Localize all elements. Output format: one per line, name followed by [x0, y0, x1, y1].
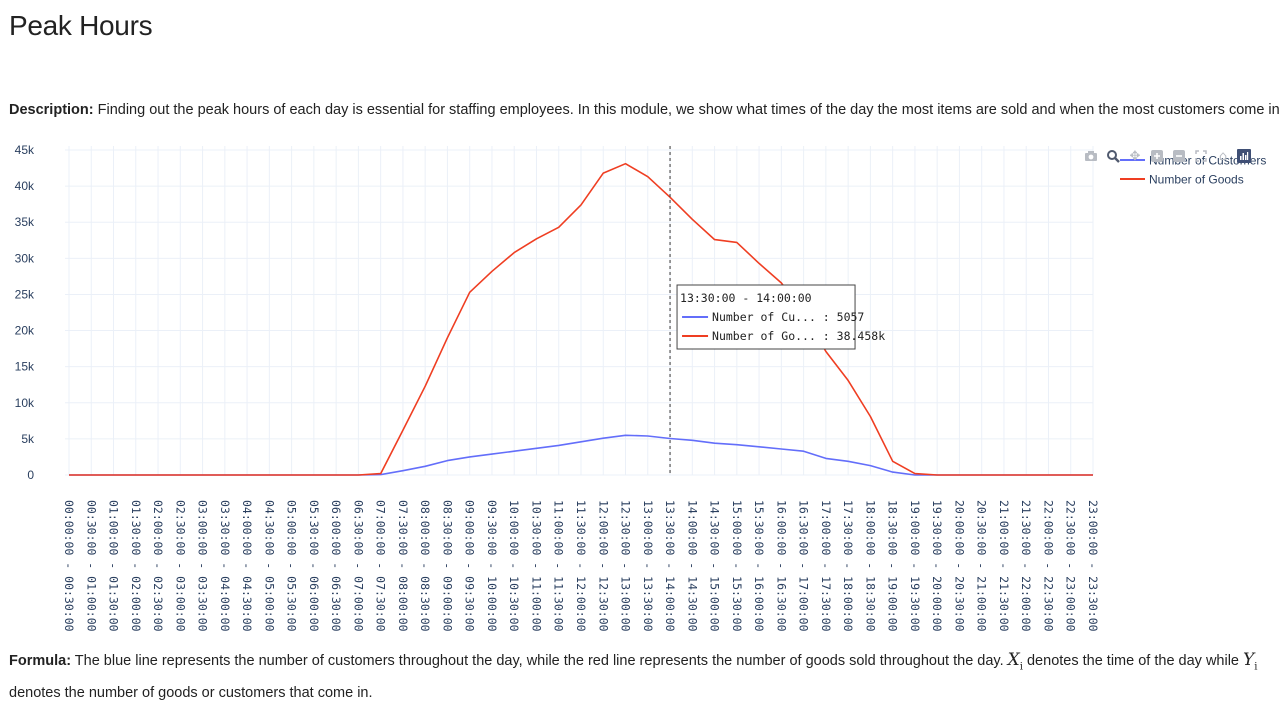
grid: [65, 146, 1094, 476]
x-tick-label: 06:30:00 - 07:00:00: [351, 500, 365, 632]
zoom-icon[interactable]: [1105, 148, 1121, 164]
x-tick-label: 09:00:00 - 09:30:00: [463, 500, 477, 632]
x-tick-label: 19:00:00 - 19:30:00: [908, 500, 922, 632]
x-tick-label: 10:30:00 - 11:00:00: [529, 500, 543, 632]
formula-var-x: Xi: [1007, 650, 1023, 673]
formula-text-1: The blue line represents the number of c…: [71, 653, 1008, 669]
x-tick-label: 14:30:00 - 15:00:00: [708, 500, 722, 632]
x-tick-label: 06:00:00 - 06:30:00: [329, 500, 343, 632]
x-tick-label: 17:00:00 - 17:30:00: [819, 500, 833, 632]
x-tick-label: 13:00:00 - 13:30:00: [641, 500, 655, 632]
x-tick-label: 12:30:00 - 13:00:00: [619, 500, 633, 632]
x-tick-label: 15:00:00 - 15:30:00: [730, 500, 744, 632]
x-tick-label: 22:00:00 - 22:30:00: [1041, 500, 1055, 632]
y-tick-label: 40k: [15, 179, 35, 193]
formula-text-2: denotes the time of the day while: [1022, 653, 1244, 669]
x-tick-label: 13:30:00 - 14:00:00: [663, 500, 677, 632]
tooltip-row: Number of Cu... : 5057: [712, 310, 864, 324]
x-tick-label: 03:30:00 - 04:00:00: [218, 500, 232, 632]
y-tick-label: 5k: [21, 432, 35, 446]
y-axis: 0 5k 10k 15k 20k 25k 30k 35k 40k 45k: [15, 143, 35, 482]
x-tick-label: 18:00:00 - 18:30:00: [863, 500, 877, 632]
page-title: Peak Hours: [9, 10, 153, 41]
formula-label: Formula:: [9, 653, 72, 669]
formula: Formula: The blue line represents the nu…: [9, 647, 1274, 707]
y-tick-label: 0: [27, 468, 34, 482]
x-axis: 00:00:00 - 00:30:00 00:30:00 - 01:00:00 01…: [62, 500, 1100, 632]
hover-layer: 13:30:00 - 14:00:00 Number of Cu... : 505…: [669, 146, 885, 475]
formula-text-3: denotes the number of goods or customers…: [9, 685, 373, 702]
x-tick-label: 05:00:00 - 05:30:00: [285, 500, 299, 632]
hover-tooltip: 13:30:00 - 14:00:00 Number of Cu... : 505…: [676, 284, 885, 350]
x-tick-label: 16:30:00 - 17:00:00: [797, 500, 811, 632]
legend-label: Number of Goods: [1149, 173, 1244, 187]
tooltip-row: Number of Go... : 38.458k: [712, 329, 885, 343]
plotly-logo-icon[interactable]: [1237, 149, 1251, 163]
formula-var-y: Yi: [1243, 650, 1258, 673]
x-tick-label: 08:30:00 - 09:00:00: [440, 500, 454, 632]
y-tick-label: 35k: [15, 215, 35, 229]
x-tick-label: 10:00:00 - 10:30:00: [507, 500, 521, 632]
y-tick-label: 20k: [15, 324, 35, 338]
x-tick-label: 09:30:00 - 10:00:00: [485, 500, 499, 632]
modebar: ✥ ⌂: [1083, 148, 1251, 164]
x-tick-label: 17:30:00 - 18:00:00: [841, 500, 855, 632]
x-tick-label: 00:00:00 - 00:30:00: [62, 500, 76, 632]
x-tick-label: 04:00:00 - 04:30:00: [240, 500, 254, 632]
x-tick-label: 21:00:00 - 21:30:00: [997, 500, 1011, 632]
description-label: Description:: [9, 102, 94, 118]
x-tick-label: 01:30:00 - 02:00:00: [129, 500, 143, 632]
series-line-goods: [69, 162, 1093, 476]
series-lines: [69, 162, 1093, 476]
x-tick-label: 12:00:00 - 12:30:00: [596, 500, 610, 632]
zoom-out-icon[interactable]: [1171, 148, 1187, 164]
y-tick-label: 45k: [15, 143, 35, 157]
peak-hours-chart[interactable]: 0 5k 10k 15k 20k 25k 30k 35k 40k 45k 00:00:00 - 0…: [0, 140, 1280, 640]
x-tick-label: 01:00:00 - 01:30:00: [107, 500, 121, 632]
x-tick-label: 21:30:00 - 22:00:00: [1019, 500, 1033, 632]
x-tick-label: 16:00:00 - 16:30:00: [774, 500, 788, 632]
x-tick-label: 02:00:00 - 02:30:00: [151, 500, 165, 632]
x-tick-label: 07:00:00 - 07:30:00: [374, 500, 388, 632]
x-tick-label: 20:30:00 - 21:00:00: [975, 500, 989, 632]
pan-icon[interactable]: ✥: [1129, 148, 1141, 164]
camera-icon[interactable]: [1083, 148, 1099, 164]
y-tick-label: 10k: [15, 396, 35, 410]
x-tick-label: 23:00:00 - 23:30:00: [1086, 500, 1100, 632]
zoom-in-icon[interactable]: [1149, 148, 1165, 164]
description-text: Finding out the peak hours of each day i…: [93, 102, 1280, 118]
x-tick-label: 20:00:00 - 20:30:00: [952, 500, 966, 632]
y-tick-label: 15k: [15, 360, 35, 374]
legend-item[interactable]: Number of Goods: [1120, 173, 1244, 187]
y-tick-label: 30k: [15, 251, 35, 265]
autoscale-icon[interactable]: [1193, 148, 1209, 164]
x-tick-label: 18:30:00 - 19:00:00: [886, 500, 900, 632]
x-tick-label: 22:30:00 - 23:00:00: [1064, 500, 1078, 632]
x-tick-label: 07:30:00 - 08:00:00: [396, 500, 410, 632]
x-tick-label: 19:30:00 - 20:00:00: [930, 500, 944, 632]
tooltip-title: 13:30:00 - 14:00:00: [680, 291, 812, 305]
x-tick-label: 04:30:00 - 05:00:00: [262, 500, 276, 632]
x-tick-label: 11:00:00 - 11:30:00: [552, 500, 566, 632]
x-tick-label: 02:30:00 - 03:00:00: [173, 500, 187, 632]
y-tick-label: 25k: [15, 287, 35, 301]
x-tick-label: 00:30:00 - 01:00:00: [84, 500, 98, 632]
x-tick-label: 03:00:00 - 03:30:00: [196, 500, 210, 632]
x-tick-label: 05:30:00 - 06:00:00: [307, 500, 321, 632]
x-tick-label: 11:30:00 - 12:00:00: [574, 500, 588, 632]
x-tick-label: 14:00:00 - 14:30:00: [685, 500, 699, 632]
description: Description: Finding out the peak hours …: [9, 102, 1280, 118]
reset-axes-icon[interactable]: ⌂: [1218, 148, 1228, 164]
x-tick-label: 08:00:00 - 08:30:00: [418, 500, 432, 632]
x-tick-label: 15:30:00 - 16:00:00: [752, 500, 766, 632]
